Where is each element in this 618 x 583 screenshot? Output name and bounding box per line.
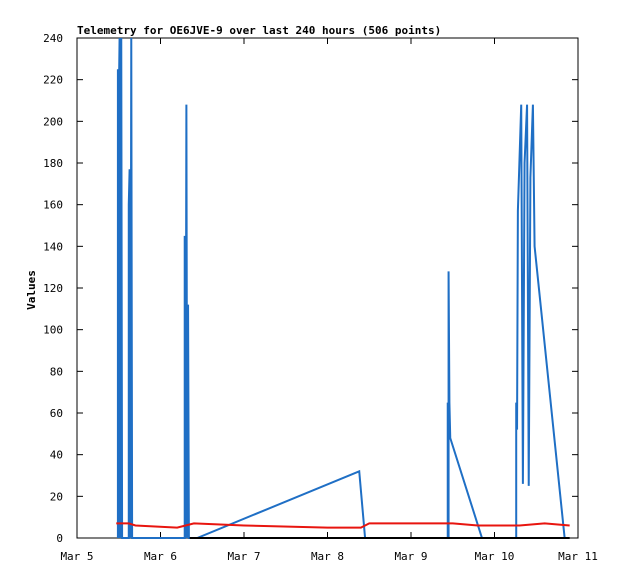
y-tick-label: 140 xyxy=(43,240,63,253)
y-tick-label: 20 xyxy=(50,490,63,503)
data-line xyxy=(116,522,570,529)
y-tick-label: 240 xyxy=(43,32,63,45)
y-tick-label: 100 xyxy=(43,324,63,337)
x-tick-label: Mar 11 xyxy=(558,550,598,563)
x-tick-label: Mar 6 xyxy=(144,550,177,563)
y-tick-label: 0 xyxy=(56,532,63,545)
y-tick-label: 220 xyxy=(43,74,63,87)
x-tick-label: Mar 8 xyxy=(311,550,344,563)
y-tick-label: 180 xyxy=(43,157,63,170)
y-tick-label: 40 xyxy=(50,449,63,462)
chart-title: Telemetry for OE6JVE-9 over last 240 hou… xyxy=(77,24,441,37)
y-tick-label: 60 xyxy=(50,407,63,420)
x-tick-label: Mar 5 xyxy=(60,550,93,563)
x-tick-label: Mar 9 xyxy=(394,550,427,563)
data-line xyxy=(116,37,566,539)
x-tick-label: Mar 7 xyxy=(227,550,260,563)
y-tick-label: 200 xyxy=(43,115,63,128)
y-tick-label: 120 xyxy=(43,282,63,295)
y-tick-label: 80 xyxy=(50,365,63,378)
y-axis-label: Values xyxy=(25,270,38,310)
y-tick-label: 160 xyxy=(43,199,63,212)
x-tick-label: Mar 10 xyxy=(475,550,515,563)
